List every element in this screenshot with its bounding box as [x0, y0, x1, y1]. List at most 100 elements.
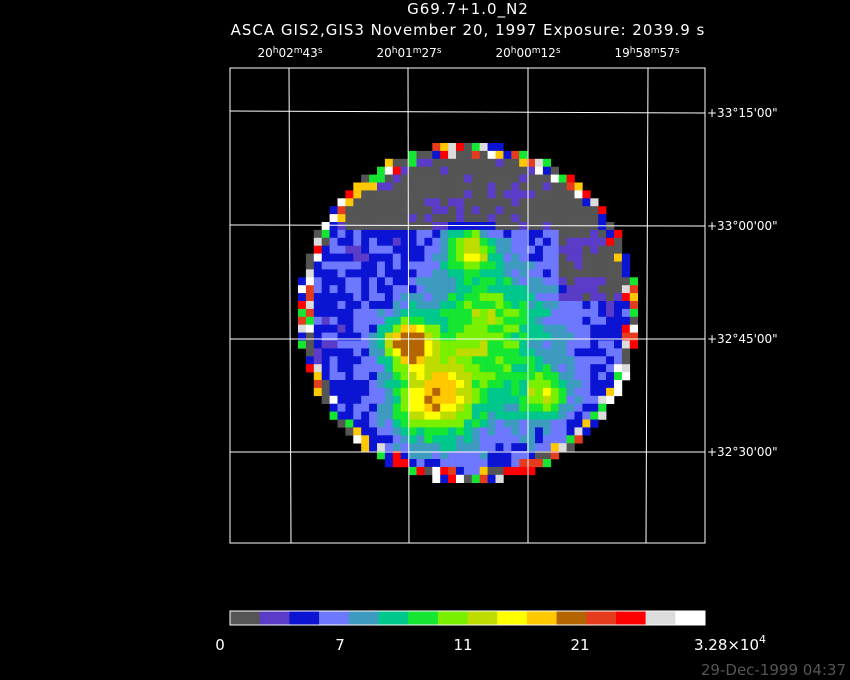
pixel — [542, 316, 552, 325]
pixel — [527, 229, 536, 239]
ra-value: 20 — [495, 46, 510, 60]
pixel — [424, 269, 433, 278]
pixel — [432, 427, 441, 436]
pixel — [495, 340, 504, 349]
pixel — [321, 395, 330, 404]
pixel — [621, 285, 631, 294]
pixel — [566, 443, 575, 452]
pixel — [519, 253, 528, 262]
pixel — [305, 356, 315, 365]
pixel — [448, 229, 457, 239]
pixel — [456, 166, 465, 175]
pixel — [503, 443, 512, 452]
pixel — [369, 206, 378, 215]
pixel — [321, 364, 330, 373]
pixel — [582, 293, 591, 302]
pixel — [448, 293, 457, 302]
pixel — [519, 387, 528, 397]
pixel — [424, 427, 433, 436]
pixel — [353, 364, 362, 373]
pixel — [503, 277, 512, 286]
pixel — [471, 214, 480, 223]
pixel — [598, 316, 607, 325]
pixel — [463, 466, 473, 476]
pixel — [361, 324, 370, 333]
pixel — [535, 261, 544, 270]
pixel — [440, 316, 449, 325]
pixel — [369, 308, 378, 318]
pixel — [353, 340, 362, 349]
pixel — [456, 459, 465, 468]
pixel — [503, 395, 512, 404]
pixel — [305, 340, 315, 349]
pixel — [519, 206, 528, 215]
pixel — [503, 332, 512, 341]
pixel — [432, 459, 441, 468]
pixel — [432, 269, 441, 278]
pixel — [298, 324, 307, 333]
pixel — [582, 419, 591, 428]
pixel — [503, 150, 512, 160]
grid-line — [288, 67, 292, 544]
pixel — [456, 356, 465, 365]
pixel — [298, 293, 307, 302]
pixel — [471, 277, 480, 286]
pixel — [503, 206, 512, 215]
pixel — [440, 206, 449, 215]
pixel — [542, 403, 552, 412]
pixel — [392, 269, 401, 278]
pixel — [361, 253, 370, 262]
pixel — [416, 356, 425, 365]
pixel — [408, 348, 417, 357]
pixel — [392, 198, 401, 207]
pixel — [606, 301, 615, 310]
pixel — [392, 277, 401, 286]
grid-line — [229, 110, 706, 114]
pixel — [456, 237, 465, 246]
pixel — [558, 301, 567, 310]
pixel — [440, 435, 449, 444]
pixel — [416, 348, 425, 357]
pixel — [313, 340, 322, 349]
pixel — [337, 277, 346, 286]
pixel — [432, 143, 441, 152]
pixel — [479, 308, 488, 318]
pixel — [424, 206, 433, 215]
pixel — [495, 403, 504, 412]
pixel — [432, 403, 441, 412]
pixel — [321, 229, 330, 239]
pixel — [598, 340, 607, 349]
pixel — [369, 395, 378, 404]
pixel — [448, 285, 457, 294]
pixel — [495, 150, 504, 160]
pixel — [463, 459, 473, 468]
pixel — [361, 340, 370, 349]
pixel — [566, 332, 575, 341]
pixel — [424, 253, 433, 262]
pixel — [369, 277, 378, 286]
pixel — [448, 411, 457, 420]
pixel — [503, 253, 512, 262]
pixel — [495, 182, 504, 191]
pixel — [574, 206, 583, 215]
pixel — [440, 229, 449, 239]
pixel — [392, 372, 401, 381]
pixel — [590, 380, 599, 389]
pixel — [495, 387, 504, 397]
pixel — [503, 419, 512, 428]
pixel — [511, 277, 520, 286]
pixel — [558, 348, 567, 357]
pixel — [471, 459, 480, 468]
pixel — [337, 403, 346, 412]
pixel — [392, 253, 401, 262]
pixel — [440, 158, 449, 167]
pixel — [369, 316, 378, 325]
pixel — [558, 427, 567, 436]
pixel — [598, 364, 607, 373]
pixel — [590, 411, 599, 420]
pixel — [448, 301, 457, 310]
pixel — [511, 372, 520, 381]
pixel — [345, 387, 354, 397]
pixel — [440, 419, 449, 428]
pixel — [440, 372, 449, 381]
